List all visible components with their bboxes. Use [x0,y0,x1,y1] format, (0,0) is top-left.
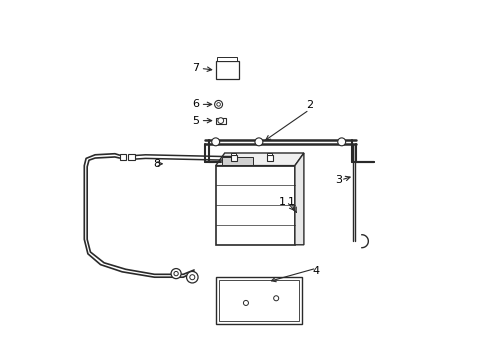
Bar [120,154,126,160]
Text: 5: 5 [192,116,199,126]
Text: 1: 1 [278,197,285,207]
Bar [217,57,237,61]
Circle shape [243,300,248,305]
Bar [215,118,225,124]
Circle shape [186,271,198,283]
Bar [128,154,134,160]
Polygon shape [215,153,303,166]
Text: 8: 8 [152,159,160,169]
Circle shape [254,138,263,146]
Text: 7: 7 [192,63,199,73]
Text: 3: 3 [334,175,341,185]
Bar [218,280,299,321]
Bar [215,61,239,79]
Text: 1: 1 [287,197,296,212]
Circle shape [171,269,181,279]
Bar [222,157,252,165]
Bar [215,166,294,245]
Bar [267,153,272,156]
Circle shape [214,100,222,108]
Bar [215,277,302,324]
Circle shape [273,296,278,301]
Polygon shape [294,153,303,245]
Circle shape [216,103,220,106]
Circle shape [211,138,219,146]
Bar [266,156,272,161]
Circle shape [189,275,194,280]
Text: 4: 4 [312,266,320,276]
Text: 6: 6 [192,99,199,109]
Bar [231,153,236,156]
Bar [230,156,236,161]
Text: 2: 2 [305,100,312,110]
Circle shape [174,271,178,276]
Circle shape [218,118,223,123]
Circle shape [337,138,345,146]
